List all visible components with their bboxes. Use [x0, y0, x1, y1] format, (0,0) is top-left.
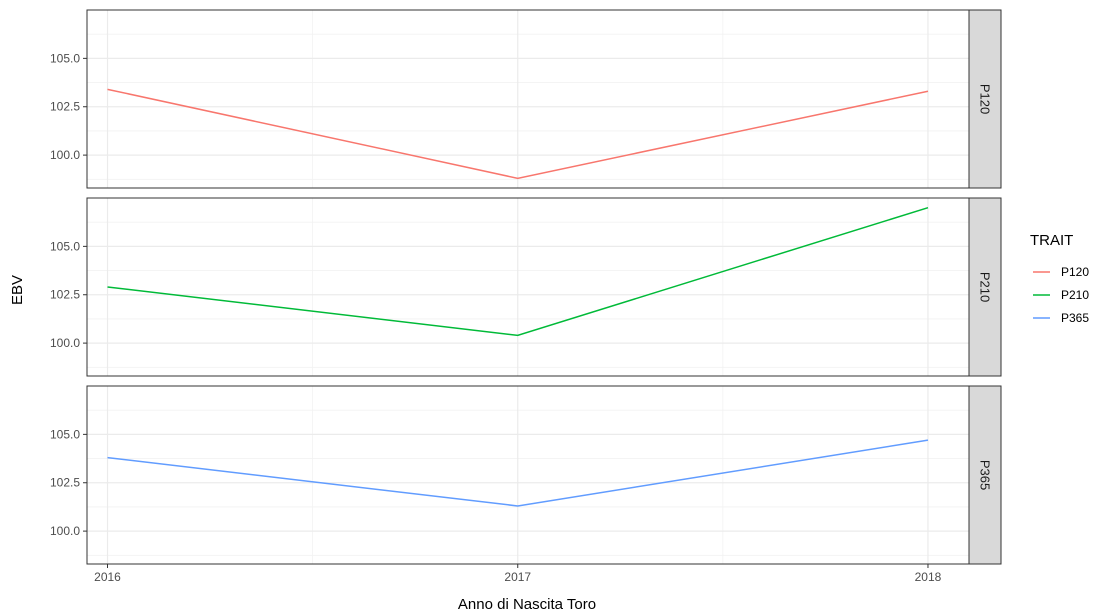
y-axis-title-group: EBV [9, 275, 26, 305]
legend-item-p120: P120 [1033, 265, 1089, 279]
x-tick-label: 2016 [94, 570, 121, 584]
series-line-p365 [107, 439, 929, 507]
x-tick-label: 2017 [504, 570, 531, 584]
legend-label: P120 [1061, 265, 1089, 279]
facet-panel-p365: 100.0 102.5 105.0 P365 2016 2017 2018 [50, 385, 1002, 584]
legend-label: P365 [1061, 311, 1089, 325]
facet-panel-p120: 100.0 102.5 105.0 P120 [50, 9, 1002, 189]
legend-item-p210: P210 [1033, 288, 1089, 302]
y-tick-label: 105.0 [50, 239, 80, 253]
series-line-p120 [107, 88, 929, 180]
facet-panels: 100.0102.5105.0P120100.0102.5105.0P21010… [50, 9, 1002, 584]
facet-strip-label: P210 [978, 272, 993, 302]
facet-strip [968, 197, 1002, 377]
legend-item-p365: P365 [1033, 311, 1089, 325]
y-tick-label: 100.0 [50, 524, 80, 538]
y-tick-label: 100.0 [50, 336, 80, 350]
panel-background [87, 198, 969, 376]
facet-strip-label: P365 [978, 460, 993, 490]
panel-background [87, 386, 969, 564]
y-tick-label: 102.5 [50, 288, 80, 302]
y-tick-label: 100.0 [50, 148, 80, 162]
facet-strip [968, 385, 1002, 565]
y-tick-label: 105.0 [50, 51, 80, 65]
x-axis-title: Anno di Nascita Toro [458, 596, 596, 613]
facet-panel-p210: 100.0 102.5 105.0 P210 [50, 197, 1002, 377]
legend-label: P210 [1061, 288, 1089, 302]
legend: TRAIT P120 P210 P365 [1030, 232, 1089, 325]
series-line-p210 [107, 206, 929, 337]
facet-strip [968, 9, 1002, 189]
y-tick-label: 105.0 [50, 427, 80, 441]
x-tick-label: 2018 [915, 570, 942, 584]
panel-background [87, 10, 969, 188]
y-axis-title: EBV [9, 275, 26, 305]
y-tick-label: 102.5 [50, 100, 80, 114]
legend-title: TRAIT [1030, 232, 1073, 249]
y-tick-label: 102.5 [50, 476, 80, 490]
facet-strip-label: P120 [978, 84, 993, 114]
